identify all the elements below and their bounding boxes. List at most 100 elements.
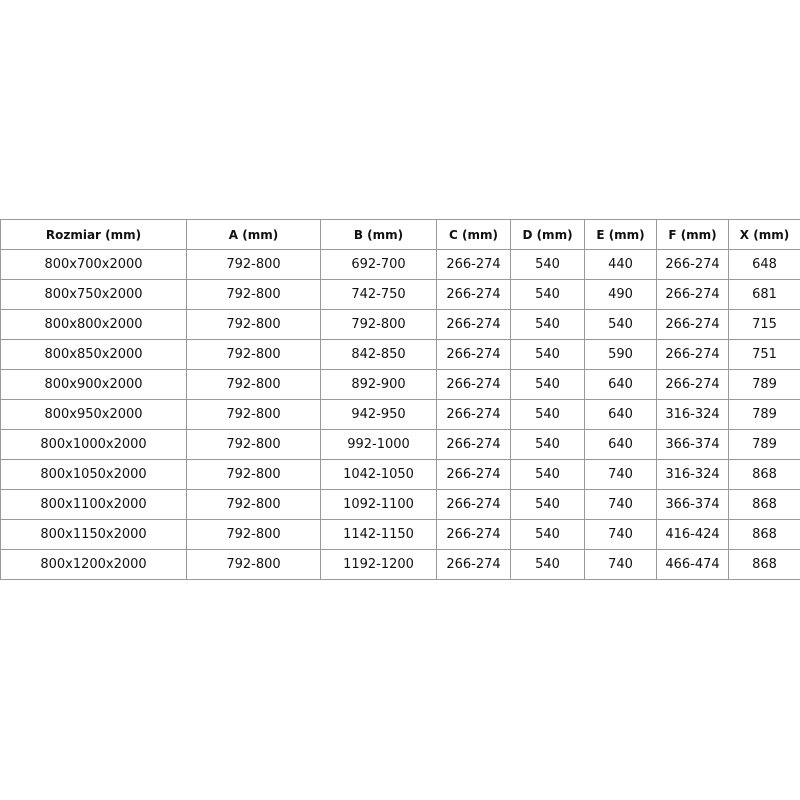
- table-row: 800x800x2000 792-800 792-800 266-274 540 540 2…: [0, 309, 800, 340]
- table-cell: 1092-1100: [320, 489, 437, 520]
- table-cell: 800x1150x2000: [0, 519, 187, 550]
- table-cell: 800x1100x2000: [0, 489, 187, 520]
- column-header: C (mm): [436, 219, 511, 250]
- table-cell: 540: [510, 339, 585, 370]
- column-header: D (mm): [510, 219, 585, 250]
- table-cell: 792-800: [186, 249, 321, 280]
- table-row: 800x900x2000 792-800 892-900 266-274 540 640 2…: [0, 369, 800, 400]
- table-cell: 366-374: [656, 429, 729, 460]
- table-row: 800x1100x2000 792-800 1092-1100 266-274 540 7…: [0, 489, 800, 520]
- column-header: Rozmiar (mm): [0, 219, 187, 250]
- table-cell: 792-800: [186, 369, 321, 400]
- table-cell: 266-274: [656, 279, 729, 310]
- table-cell: 742-750: [320, 279, 437, 310]
- table-cell: 266-274: [436, 369, 511, 400]
- table-cell: 266-274: [436, 459, 511, 490]
- table-cell: 868: [728, 519, 800, 550]
- column-header: F (mm): [656, 219, 729, 250]
- table-cell: 366-374: [656, 489, 729, 520]
- table-cell: 266-274: [436, 549, 511, 580]
- table-cell: 800x950x2000: [0, 399, 187, 430]
- table-cell: 266-274: [436, 309, 511, 340]
- table-cell: 789: [728, 399, 800, 430]
- table-row: 800x750x2000 792-800 742-750 266-274 540 490 2…: [0, 279, 800, 310]
- table-cell: 266-274: [656, 309, 729, 340]
- table-cell: 266-274: [656, 369, 729, 400]
- table-cell: 1192-1200: [320, 549, 437, 580]
- table-cell: 540: [510, 279, 585, 310]
- table-cell: 789: [728, 429, 800, 460]
- table-cell: 440: [584, 249, 657, 280]
- table-cell: 1142-1150: [320, 519, 437, 550]
- column-header: E (mm): [584, 219, 657, 250]
- table-cell: 590: [584, 339, 657, 370]
- table-cell: 540: [510, 459, 585, 490]
- column-header: B (mm): [320, 219, 437, 250]
- table-row: 800x1050x2000 792-800 1042-1050 266-274 540 7…: [0, 459, 800, 490]
- table-cell: 740: [584, 489, 657, 520]
- table-cell: 800x1200x2000: [0, 549, 187, 580]
- table-cell: 740: [584, 549, 657, 580]
- table-row: 800x950x2000 792-800 942-950 266-274 540 640 3…: [0, 399, 800, 430]
- dimensions-table: Rozmiar (mm) A (mm) B (mm) C (mm) D (mm) E (m…: [0, 219, 800, 580]
- table-cell: 540: [510, 249, 585, 280]
- table-cell: 792-800: [186, 519, 321, 550]
- table-cell: 316-324: [656, 459, 729, 490]
- table-row: 800x850x2000 792-800 842-850 266-274 540 590 2…: [0, 339, 800, 370]
- table-cell: 800x900x2000: [0, 369, 187, 400]
- table-cell: 715: [728, 309, 800, 340]
- column-header: A (mm): [186, 219, 321, 250]
- header-row: Rozmiar (mm) A (mm) B (mm) C (mm) D (mm) E (m…: [0, 219, 800, 250]
- table-cell: 1042-1050: [320, 459, 437, 490]
- table-cell: 266-274: [436, 489, 511, 520]
- table-cell: 416-424: [656, 519, 729, 550]
- table-cell: 792-800: [186, 429, 321, 460]
- table-cell: 792-800: [186, 549, 321, 580]
- table-cell: 800x700x2000: [0, 249, 187, 280]
- table-cell: 792-800: [320, 309, 437, 340]
- table-cell: 540: [510, 489, 585, 520]
- table-cell: 800x800x2000: [0, 309, 187, 340]
- table-cell: 792-800: [186, 309, 321, 340]
- table-cell: 540: [510, 309, 585, 340]
- table-row: 800x700x2000 792-800 692-700 266-274 540 440 2…: [0, 249, 800, 280]
- table-cell: 842-850: [320, 339, 437, 370]
- table-cell: 648: [728, 249, 800, 280]
- table-cell: 792-800: [186, 279, 321, 310]
- table-cell: 266-274: [436, 399, 511, 430]
- table-cell: 942-950: [320, 399, 437, 430]
- column-header: X (mm): [728, 219, 800, 250]
- table-cell: 266-274: [656, 339, 729, 370]
- table-cell: 540: [584, 309, 657, 340]
- table-cell: 540: [510, 429, 585, 460]
- table-cell: 792-800: [186, 459, 321, 490]
- table-cell: 640: [584, 429, 657, 460]
- table-cell: 540: [510, 399, 585, 430]
- table-cell: 800x1050x2000: [0, 459, 187, 490]
- table-cell: 792-800: [186, 339, 321, 370]
- table-cell: 316-324: [656, 399, 729, 430]
- table-cell: 540: [510, 369, 585, 400]
- table-cell: 266-274: [436, 249, 511, 280]
- table-cell: 540: [510, 549, 585, 580]
- table-cell: 740: [584, 459, 657, 490]
- table-cell: 266-274: [436, 429, 511, 460]
- table-cell: 800x850x2000: [0, 339, 187, 370]
- table-cell: 490: [584, 279, 657, 310]
- table-row: 800x1200x2000 792-800 1192-1200 266-274 540 7…: [0, 549, 800, 580]
- table-cell: 992-1000: [320, 429, 437, 460]
- table-cell: 266-274: [436, 519, 511, 550]
- table-cell: 868: [728, 489, 800, 520]
- table-cell: 800x1000x2000: [0, 429, 187, 460]
- table-cell: 892-900: [320, 369, 437, 400]
- table-cell: 466-474: [656, 549, 729, 580]
- table-cell: 640: [584, 369, 657, 400]
- table-cell: 540: [510, 519, 585, 550]
- table-cell: 640: [584, 399, 657, 430]
- table-cell: 792-800: [186, 489, 321, 520]
- table-cell: 266-274: [436, 339, 511, 370]
- table-cell: 681: [728, 279, 800, 310]
- table-cell: 868: [728, 549, 800, 580]
- table-cell: 868: [728, 459, 800, 490]
- table-cell: 692-700: [320, 249, 437, 280]
